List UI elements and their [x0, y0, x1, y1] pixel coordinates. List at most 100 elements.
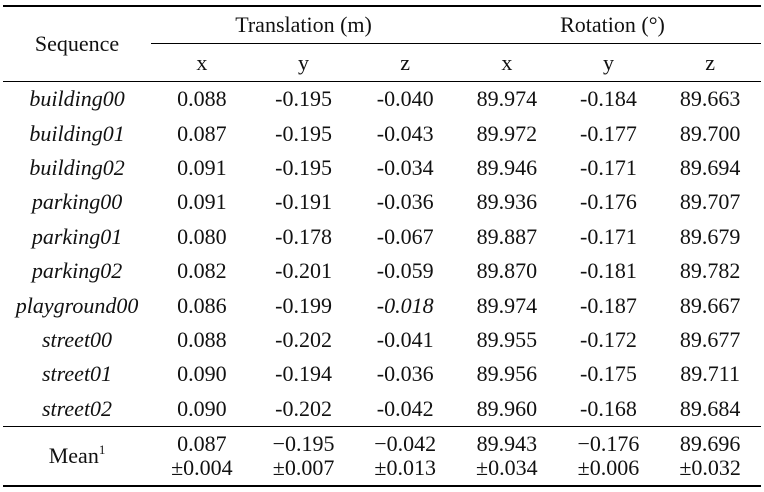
table-row: street01 0.090 -0.194 -0.036 89.956 -0.175 89.…: [3, 357, 761, 391]
value-cell: -0.043: [376, 120, 434, 146]
mean-row: Mean1 0.087 ±0.004 −0.195 ±0.007 −0.042 ±0.…: [3, 426, 761, 486]
value-cell: 89.684: [679, 395, 741, 421]
footnote-marker: 1: [98, 441, 106, 457]
table-row: street02 0.090 -0.202 -0.042 89.960 -0.168 89.…: [3, 392, 761, 427]
value-cell: 0.091: [177, 154, 227, 180]
value-cell: 89.679: [679, 223, 741, 249]
value-cell: 89.700: [679, 120, 741, 146]
value-cell: -0.172: [580, 326, 637, 352]
value-cell: -0.018: [376, 292, 434, 318]
value-cell: -0.194: [275, 361, 332, 387]
value-cell: 89.667: [679, 292, 741, 318]
value-cell: 89.956: [476, 361, 538, 387]
sequence-name: parking00: [31, 189, 123, 215]
value-cell: 0.082: [177, 258, 227, 284]
value-cell: 0.088: [177, 86, 227, 112]
value-cell: 89.711: [680, 361, 740, 387]
value-cell: -0.171: [580, 154, 637, 180]
mean-cell: −0.195 ±0.007: [272, 430, 335, 480]
axis-header: x: [196, 49, 208, 75]
sequence-name: building00: [29, 86, 125, 112]
value-cell: -0.176: [580, 189, 637, 215]
value-cell: -0.036: [376, 189, 434, 215]
value-cell: -0.042: [376, 395, 434, 421]
value-cell: 89.955: [476, 326, 538, 352]
value-cell: -0.201: [275, 258, 332, 284]
value-cell: 0.091: [177, 189, 227, 215]
value-cell: 89.782: [679, 258, 741, 284]
value-cell: 89.960: [476, 395, 538, 421]
value-cell: -0.184: [580, 86, 637, 112]
table-row: street00 0.088 -0.202 -0.041 89.955 -0.172 89.…: [3, 323, 761, 357]
value-cell: -0.040: [376, 86, 434, 112]
value-cell: 0.088: [177, 326, 227, 352]
value-cell: 89.972: [476, 120, 538, 146]
value-cell: 89.870: [476, 258, 538, 284]
mean-cell: −0.042 ±0.013: [374, 430, 437, 480]
table-row: building02 0.091 -0.195 -0.034 89.946 -0.171 8…: [3, 151, 761, 185]
value-cell: 0.086: [177, 292, 227, 318]
value-cell: -0.168: [580, 395, 637, 421]
table-row: parking00 0.091 -0.191 -0.036 89.936 -0.176 89…: [3, 185, 761, 219]
rotation-header: Rotation (°): [456, 6, 761, 44]
value-cell: 89.946: [476, 154, 538, 180]
value-cell: -0.199: [275, 292, 332, 318]
mean-cell: 89.696 ±0.032: [679, 430, 741, 480]
axis-header: y: [298, 49, 310, 75]
value-cell: -0.036: [376, 361, 434, 387]
sequence-name: parking01: [31, 223, 123, 249]
value-cell: -0.191: [275, 189, 332, 215]
value-cell: -0.067: [376, 223, 434, 249]
value-cell: -0.195: [275, 120, 332, 146]
value-cell: 0.080: [177, 223, 227, 249]
value-cell: 89.663: [679, 86, 741, 112]
mean-cell: 89.943 ±0.034: [476, 430, 538, 480]
sequence-name: building02: [29, 154, 125, 180]
value-cell: -0.175: [580, 361, 637, 387]
sequence-name: parking02: [31, 258, 123, 284]
value-cell: -0.041: [376, 326, 434, 352]
value-cell: -0.202: [275, 326, 332, 352]
value-cell: 89.694: [679, 154, 741, 180]
value-cell: 89.887: [476, 223, 538, 249]
value-cell: 89.974: [476, 86, 538, 112]
value-cell: 0.090: [177, 361, 227, 387]
sequence-name: street01: [42, 361, 113, 387]
mean-label: Mean1: [48, 441, 106, 468]
value-cell: 89.974: [476, 292, 538, 318]
axis-header: y: [602, 49, 614, 75]
value-cell: 89.677: [679, 326, 741, 352]
value-cell: -0.034: [376, 154, 434, 180]
value-cell: -0.177: [580, 120, 637, 146]
table-row: parking02 0.082 -0.201 -0.059 89.870 -0.181 89…: [3, 254, 761, 288]
sequence-name: street02: [42, 395, 113, 421]
table-row: parking01 0.080 -0.178 -0.067 89.887 -0.171 89…: [3, 220, 761, 254]
axis-header: x: [501, 49, 513, 75]
value-cell: -0.181: [580, 258, 637, 284]
mean-cell: 0.087 ±0.004: [171, 430, 233, 480]
mean-cell: −0.176 ±0.006: [577, 430, 640, 480]
value-cell: -0.195: [275, 86, 332, 112]
table-row: playground00 0.086 -0.199 -0.018 89.974 -0.18…: [3, 288, 761, 322]
value-cell: -0.187: [580, 292, 637, 318]
table-row: building00 0.088 -0.195 -0.040 89.974 -0.184 8…: [3, 81, 761, 117]
axis-header: z: [400, 49, 411, 75]
table-row: building01 0.087 -0.195 -0.043 89.972 -0.177 8…: [3, 116, 761, 150]
value-cell: 89.936: [476, 189, 538, 215]
results-table: Sequence Translation (m) Rotation (°) x …: [3, 5, 761, 487]
value-cell: -0.195: [275, 154, 332, 180]
value-cell: -0.059: [376, 258, 434, 284]
value-cell: 0.090: [177, 395, 227, 421]
sequence-header: Sequence: [34, 31, 120, 56]
translation-header: Translation (m): [151, 6, 456, 44]
sequence-name: playground00: [15, 292, 139, 318]
value-cell: -0.202: [275, 395, 332, 421]
value-cell: -0.178: [275, 223, 332, 249]
value-cell: -0.171: [580, 223, 637, 249]
table-body: building00 0.088 -0.195 -0.040 89.974 -0.184 8…: [3, 81, 761, 427]
sequence-name: building01: [29, 120, 125, 146]
value-cell: 0.087: [177, 120, 227, 146]
sequence-name: street00: [42, 326, 113, 352]
value-cell: 89.707: [679, 189, 741, 215]
axis-header: z: [705, 49, 716, 75]
